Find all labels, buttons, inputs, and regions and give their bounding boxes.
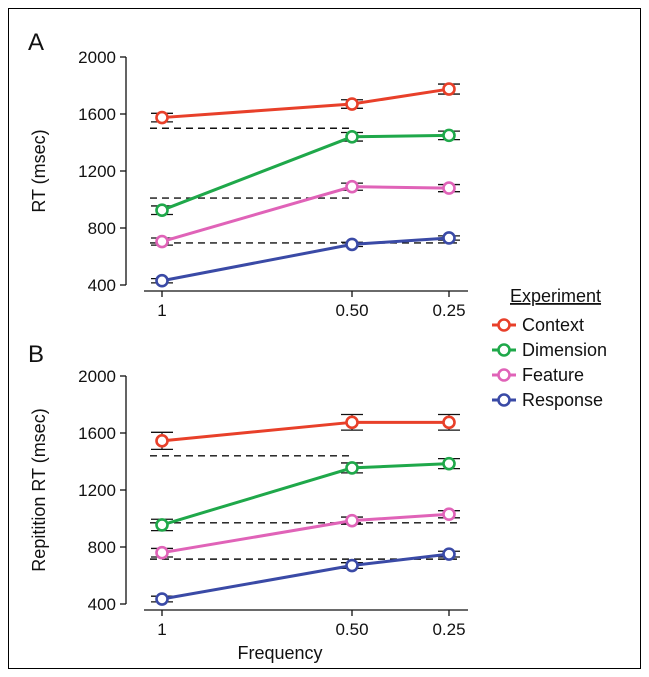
data-point <box>155 234 169 249</box>
legend: Experiment Context Dimension Feature Respons… <box>492 286 607 410</box>
x-tick-label: 0.25 <box>432 301 465 320</box>
legend-marker <box>497 318 511 332</box>
series-response <box>151 547 460 606</box>
legend-marker <box>497 393 511 407</box>
legend-marker <box>497 343 511 357</box>
data-point <box>345 237 359 252</box>
data-point <box>345 461 359 475</box>
data-point <box>442 415 456 430</box>
y-tick-label: 1200 <box>78 162 116 181</box>
y-tick-label: 1200 <box>78 481 116 500</box>
data-point <box>155 518 169 532</box>
data-point <box>345 513 359 528</box>
series-line <box>161 236 450 283</box>
legend-label: Feature <box>522 365 584 385</box>
series-line <box>161 87 450 120</box>
legend-item-context: Context <box>492 315 584 335</box>
series-line <box>161 420 449 443</box>
y-tick-label: 800 <box>88 538 116 557</box>
panel-b: B 400 800 1200 1600 2000 Repitition RT (msec) 1… <box>28 341 468 663</box>
data-point <box>345 558 359 573</box>
series-feature <box>151 179 460 249</box>
x-tick-label: 0.50 <box>335 301 368 320</box>
series-line <box>161 552 450 601</box>
x-tick-label: 0.50 <box>335 620 368 639</box>
y-tick-label: 1600 <box>78 424 116 443</box>
panel-a: A 400 800 1200 1600 2000 RT (msec) 1 0.50 0.25 <box>28 29 468 320</box>
legend-label: Context <box>522 315 584 335</box>
data-point <box>155 110 169 125</box>
data-point <box>345 130 359 144</box>
data-point <box>155 592 169 606</box>
x-tick-label: 1 <box>157 620 166 639</box>
legend-marker <box>497 368 511 382</box>
y-tick-label: 400 <box>88 276 116 295</box>
y-axis-label: Repitition RT (msec) <box>29 408 49 571</box>
figure-frame <box>8 8 641 669</box>
y-tick-label: 800 <box>88 219 116 238</box>
x-tick-label: 0.25 <box>432 620 465 639</box>
data-point <box>155 434 169 448</box>
data-point <box>442 128 456 143</box>
panel-label: A <box>28 29 44 56</box>
data-point <box>155 273 169 288</box>
series-feature <box>151 507 460 560</box>
data-point <box>442 507 456 522</box>
legend-item-feature: Feature <box>492 365 584 385</box>
x-axis-label: Frequency <box>237 643 322 663</box>
y-tick-label: 400 <box>88 595 116 614</box>
legend-title: Experiment <box>510 286 601 306</box>
panel-label: B <box>28 341 44 368</box>
data-point <box>155 203 169 217</box>
y-axis-label: RT (msec) <box>29 129 49 212</box>
series-context <box>151 413 460 451</box>
data-point <box>442 181 456 195</box>
data-point <box>442 231 456 245</box>
data-point <box>345 97 359 111</box>
series-response <box>151 231 460 288</box>
series-context <box>151 82 460 125</box>
y-tick-label: 2000 <box>78 48 116 67</box>
legend-item-dimension: Dimension <box>492 340 607 360</box>
data-point <box>345 179 359 194</box>
data-point <box>345 415 359 430</box>
data-point <box>155 545 169 560</box>
series-line <box>161 512 450 555</box>
x-tick-label: 1 <box>157 301 166 320</box>
legend-label: Response <box>522 390 603 410</box>
data-point <box>442 82 456 96</box>
y-tick-label: 2000 <box>78 367 116 386</box>
data-point <box>442 547 456 561</box>
legend-item-response: Response <box>492 390 603 410</box>
series-dimension <box>151 456 460 532</box>
legend-label: Dimension <box>522 340 607 360</box>
data-point <box>442 456 456 471</box>
y-tick-label: 1600 <box>78 105 116 124</box>
series-dimension <box>151 128 460 217</box>
